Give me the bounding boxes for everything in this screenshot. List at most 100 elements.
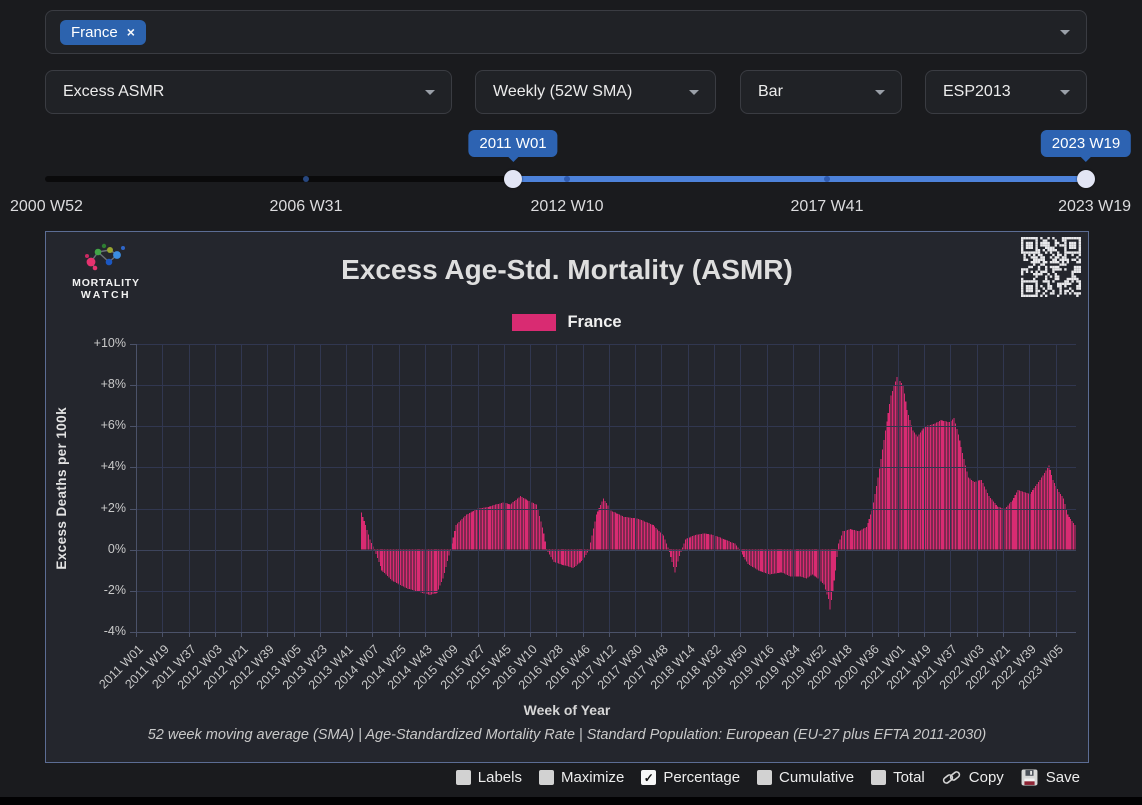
copy-button-label: Copy [969, 769, 1004, 786]
y-tick-label: +6% [84, 418, 126, 432]
gridline-v [767, 344, 768, 632]
gridline-h [136, 591, 1076, 592]
x-tick-mark [320, 632, 321, 637]
y-axis-title: Excess Deaths per 100k [50, 344, 72, 632]
logo-text-line2: WATCH [60, 289, 152, 301]
checkbox-cumulative[interactable]: Cumulative [757, 769, 854, 786]
gridline-h [136, 550, 1076, 551]
x-tick-mark [451, 632, 452, 637]
chart-footnote: 52 week moving average (SMA) | Age-Stand… [46, 727, 1088, 743]
y-axis-line [136, 344, 137, 632]
checkbox-total[interactable]: Total [871, 769, 925, 786]
x-tick-mark [714, 632, 715, 637]
x-tick-mark [609, 632, 610, 637]
y-tick-label: +2% [84, 501, 126, 515]
x-tick-mark [819, 632, 820, 637]
chevron-down-icon[interactable] [1060, 30, 1070, 35]
x-tick-mark [136, 632, 137, 637]
gridline-v [609, 344, 610, 632]
metric-select[interactable]: Excess ASMR [45, 70, 452, 114]
x-tick-mark [241, 632, 242, 637]
metric-select-value: Excess ASMR [63, 83, 164, 101]
checkbox-label: Cumulative [779, 769, 854, 786]
gridline-v [294, 344, 295, 632]
x-tick-mark [162, 632, 163, 637]
x-tick-mark [688, 632, 689, 637]
gridline-v [556, 344, 557, 632]
slider-tick-dot [303, 176, 309, 182]
gridline-v [504, 344, 505, 632]
frequency-select[interactable]: Weekly (52W SMA) [475, 70, 716, 114]
save-button[interactable]: Save [1021, 769, 1080, 786]
country-multiselect[interactable]: France × [45, 10, 1087, 54]
checkbox-percentage[interactable]: Percentage [641, 769, 740, 786]
chart-style-select[interactable]: Bar [740, 70, 902, 114]
slider-axis-label: 2012 W10 [531, 198, 604, 216]
copy-button[interactable]: Copy [942, 768, 1004, 787]
gridline-v [977, 344, 978, 632]
slider-axis-label: 2000 W52 [10, 198, 83, 216]
legend-color-swatch [512, 314, 556, 331]
checked-checkbox-icon[interactable] [641, 770, 656, 785]
slider-axis-label: 2006 W31 [270, 198, 343, 216]
x-tick-mark [950, 632, 951, 637]
x-tick-mark [189, 632, 190, 637]
x-tick-mark [530, 632, 531, 637]
slider-axis-label: 2023 W19 [1058, 198, 1131, 216]
gridline-v [740, 344, 741, 632]
checkbox-label: Maximize [561, 769, 624, 786]
gridline-v [714, 344, 715, 632]
slider-tick-dot [564, 176, 570, 182]
y-tick-label: -2% [84, 583, 126, 597]
gridline-v [399, 344, 400, 632]
y-tick-label: +10% [84, 336, 126, 350]
date-range-slider[interactable] [45, 176, 1087, 182]
chart-title: Excess Age-Std. Mortality (ASMR) [46, 254, 1088, 286]
x-tick-mark [556, 632, 557, 637]
standard-population-select[interactable]: ESP2013 [925, 70, 1087, 114]
gridline-v [819, 344, 820, 632]
gridline-v [451, 344, 452, 632]
y-tick-label: +8% [84, 377, 126, 391]
unchecked-checkbox-icon[interactable] [456, 770, 471, 785]
gridline-v [267, 344, 268, 632]
x-axis-title: Week of Year [46, 702, 1088, 718]
x-tick-mark [294, 632, 295, 637]
slider-start-handle[interactable] [504, 170, 522, 188]
gridline-v [845, 344, 846, 632]
gridline-h [136, 467, 1076, 468]
bar-series-france [136, 344, 1076, 632]
unchecked-checkbox-icon[interactable] [539, 770, 554, 785]
x-tick-mark [425, 632, 426, 637]
chevron-down-icon [875, 90, 885, 95]
floppy-icon [1021, 769, 1038, 786]
chip-remove-icon[interactable]: × [127, 24, 135, 40]
x-tick-mark [399, 632, 400, 637]
country-chip-france[interactable]: France × [60, 20, 146, 45]
chart-style-select-value: Bar [758, 83, 783, 101]
x-tick-mark [845, 632, 846, 637]
slider-active-track[interactable] [513, 176, 1087, 182]
x-tick-mark [346, 632, 347, 637]
gridline-v [346, 344, 347, 632]
slider-tick-dot [824, 176, 830, 182]
slider-end-handle[interactable] [1077, 170, 1095, 188]
x-tick-mark [1003, 632, 1004, 637]
x-tick-mark [1029, 632, 1030, 637]
gridline-v [1003, 344, 1004, 632]
x-tick-mark [478, 632, 479, 637]
unchecked-checkbox-icon[interactable] [871, 770, 886, 785]
chevron-down-icon [425, 90, 435, 95]
gridline-v [898, 344, 899, 632]
checkbox-maximize[interactable]: Maximize [539, 769, 624, 786]
unchecked-checkbox-icon[interactable] [757, 770, 772, 785]
mortality-watch-page: France × Excess ASMR Weekly (52W SMA) Ba… [0, 0, 1142, 805]
checkbox-labels[interactable]: Labels [456, 769, 522, 786]
legend-series-label: France [567, 313, 621, 332]
gridline-v [793, 344, 794, 632]
gridline-h [136, 509, 1076, 510]
chevron-down-icon [1060, 90, 1070, 95]
qr-code [1021, 237, 1081, 302]
gridline-v [1056, 344, 1057, 632]
x-tick-mark [372, 632, 373, 637]
